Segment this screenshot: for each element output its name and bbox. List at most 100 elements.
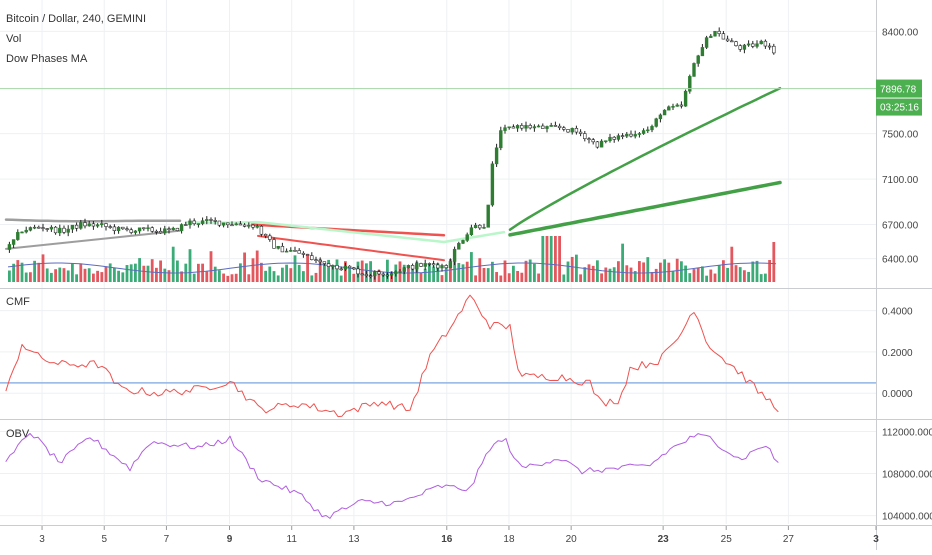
x-axis-label: 5 (101, 534, 107, 545)
volume-bar (264, 270, 267, 282)
volume-bar (642, 262, 645, 282)
volume-bar (134, 263, 137, 282)
candle-body (423, 263, 427, 267)
volume-bar (50, 272, 53, 282)
candle-body (494, 147, 499, 165)
volume-bar (516, 271, 519, 282)
x-axis-label: 3 (873, 534, 879, 545)
candle-body (620, 135, 625, 137)
chart-title: Bitcoin / Dollar, 240, GEMINI (6, 13, 146, 25)
volume-bar (566, 261, 570, 282)
ma-gray-upper (4, 218, 182, 223)
candle-body (625, 133, 629, 137)
volume-bar (444, 267, 448, 282)
candle-body (377, 271, 381, 275)
candle-body (717, 30, 721, 34)
candle-body (394, 271, 398, 274)
volume-bar (87, 268, 91, 282)
volume-bar (575, 254, 578, 282)
volume-bar (66, 270, 70, 282)
candle-body (297, 250, 301, 254)
volume-bar (125, 265, 129, 282)
countdown-tag (876, 98, 922, 116)
candle-body (730, 40, 734, 43)
candle-body (469, 227, 474, 235)
volume-bar (327, 259, 330, 282)
candle-body (721, 33, 726, 40)
candle-body (234, 223, 238, 226)
volume-bars (8, 236, 776, 282)
volume-bar (759, 274, 763, 282)
volume-bar (407, 265, 410, 282)
x-axis-label: 16 (441, 534, 453, 545)
candle-body (331, 265, 335, 267)
candle-body (604, 140, 608, 142)
volume-bar (218, 270, 221, 282)
volume-bar (360, 260, 364, 282)
volume-bar (209, 251, 213, 282)
volume-bar (533, 263, 536, 282)
cmf-pane-label[interactable]: CMF (6, 296, 30, 308)
candle-body (352, 267, 356, 270)
volume-bar (428, 263, 431, 282)
volume-bar (537, 273, 540, 282)
price-axis-label: 7100.00 (882, 175, 919, 186)
candle-body (11, 239, 16, 245)
candle-body (272, 239, 276, 249)
volume-bar (600, 273, 603, 282)
candle-body (167, 228, 171, 231)
volume-bar (562, 274, 566, 282)
candle-body (209, 219, 213, 221)
cmf-axis-label: 0.4000 (882, 307, 913, 318)
volume-bar (503, 260, 507, 282)
candle-body (305, 254, 310, 256)
candle-body (343, 265, 348, 270)
volume-bar (150, 259, 154, 282)
candle-body (566, 129, 570, 133)
candle-body (125, 228, 129, 231)
candle-body (108, 226, 112, 228)
candle-body (646, 129, 650, 132)
candle-body (276, 246, 280, 249)
volume-bar (705, 275, 708, 282)
candle-body (213, 220, 217, 222)
volume-bar (411, 268, 414, 282)
volume-bar (234, 273, 238, 282)
candle-body (436, 264, 440, 269)
candle-body (746, 43, 751, 46)
candle-body (692, 63, 696, 77)
last-price-label: 7896.78 (880, 85, 917, 96)
candle-body (683, 90, 688, 107)
candle-body (221, 222, 226, 226)
candle-body (562, 127, 566, 130)
volume-bar (108, 263, 112, 282)
candle-body (16, 232, 20, 240)
candle-body (755, 43, 759, 47)
volume-bar (100, 272, 104, 282)
volume-bar (709, 269, 713, 282)
candle-body (230, 224, 234, 227)
candle-body (326, 263, 331, 267)
candle-body (45, 228, 49, 230)
volume-bar (79, 263, 83, 282)
obv-pane-label[interactable]: OBV (6, 428, 30, 440)
volume-bar (491, 261, 494, 282)
volume-bar (663, 259, 666, 282)
candle-body (104, 223, 108, 227)
candle-body (226, 222, 230, 226)
volume-bar (738, 267, 742, 282)
volume-bar (369, 261, 372, 282)
volume-bar (688, 273, 692, 282)
candle-body (263, 233, 268, 237)
volume-bar (554, 236, 557, 282)
candle-body (734, 41, 738, 47)
volume-bar (381, 274, 385, 282)
candle-body (465, 234, 469, 241)
volume-legend[interactable]: Vol (6, 33, 22, 45)
candle-body (578, 131, 583, 134)
volume-bar (306, 253, 309, 282)
dow-phases-ma-legend[interactable]: Dow Phases MA (6, 53, 88, 65)
volume-bar (276, 275, 280, 282)
